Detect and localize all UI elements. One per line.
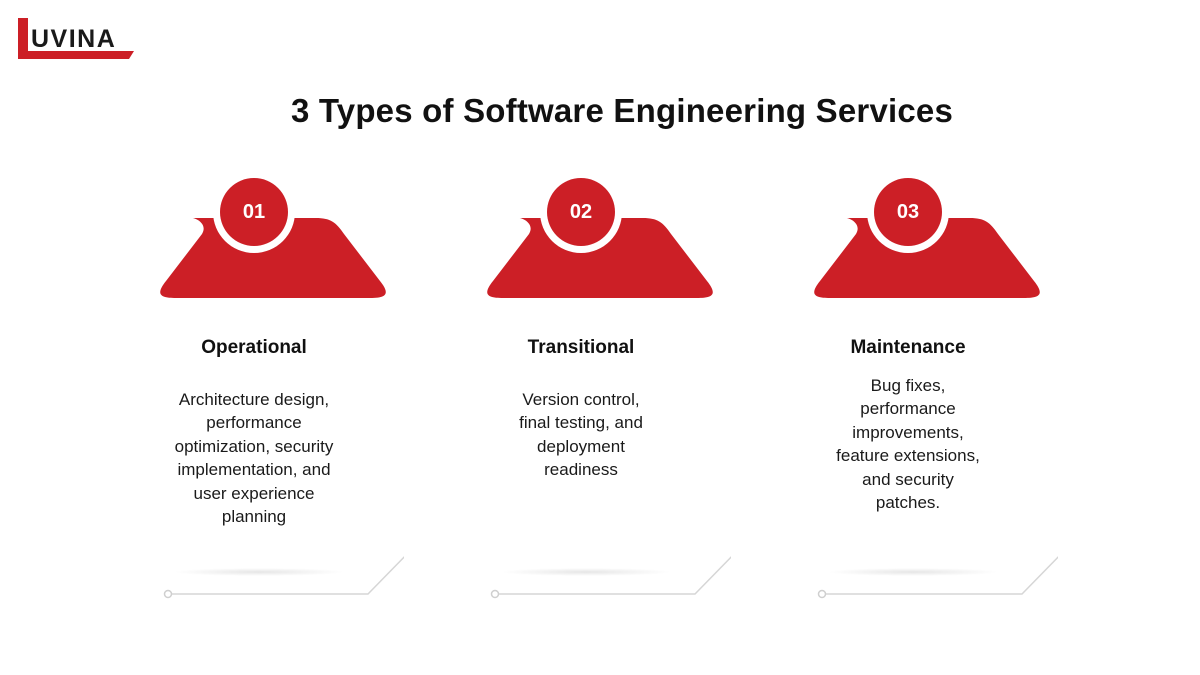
step-title: Operational	[201, 337, 307, 358]
person-shape-icon	[160, 178, 386, 298]
step-description: Bug fixes, performance improvements, fea…	[836, 376, 980, 513]
person-shape-icon	[487, 178, 713, 298]
step-card-transitional: 02 Transitional Version control, final t…	[431, 178, 731, 618]
step-card-maintenance: 03 Maintenance Bug fixes, performance im…	[758, 178, 1058, 618]
step-number: 02	[569, 201, 593, 223]
step-number: 03	[896, 201, 920, 223]
logo-text: UVINA	[31, 25, 116, 53]
step-description: Version control, final testing, and depl…	[519, 390, 643, 480]
step-title: Transitional	[527, 337, 635, 358]
page-title: 3 Types of Software Engineering Services	[290, 92, 954, 129]
step-card-operational: 01 Operational Architecture design, perf…	[104, 178, 404, 618]
luvina-logo: L UVINA	[18, 18, 134, 59]
step-number: 01	[242, 201, 266, 223]
person-shape-icon	[814, 178, 1040, 298]
step-description: Architecture design, performance optimiz…	[174, 390, 334, 527]
step-title: Maintenance	[850, 337, 966, 358]
